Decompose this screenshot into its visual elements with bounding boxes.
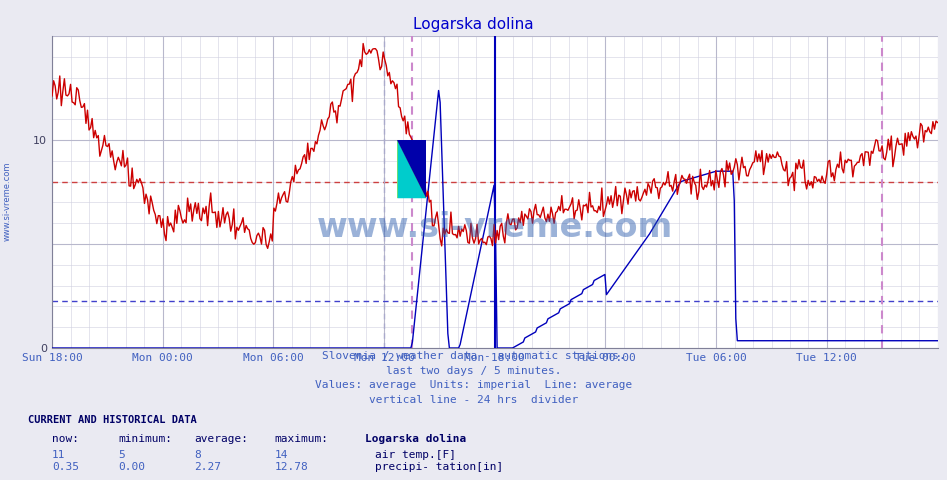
Text: CURRENT AND HISTORICAL DATA: CURRENT AND HISTORICAL DATA xyxy=(28,415,197,425)
Polygon shape xyxy=(398,140,426,198)
Text: Logarska dolina: Logarska dolina xyxy=(413,17,534,32)
Text: 11: 11 xyxy=(52,450,65,460)
Polygon shape xyxy=(398,140,426,198)
Text: 0.00: 0.00 xyxy=(118,462,146,472)
Text: maximum:: maximum: xyxy=(275,434,329,444)
Text: average:: average: xyxy=(194,434,248,444)
Text: minimum:: minimum: xyxy=(118,434,172,444)
Text: 2.27: 2.27 xyxy=(194,462,222,472)
Text: 5: 5 xyxy=(118,450,125,460)
Bar xyxy=(398,140,426,198)
Text: 14: 14 xyxy=(275,450,288,460)
Text: www.si-vreme.com: www.si-vreme.com xyxy=(3,162,12,241)
Text: air temp.[F]: air temp.[F] xyxy=(375,450,456,460)
Text: now:: now: xyxy=(52,434,80,444)
Text: 0.35: 0.35 xyxy=(52,462,80,472)
Text: 8: 8 xyxy=(194,450,201,460)
Text: www.si-vreme.com: www.si-vreme.com xyxy=(316,211,673,244)
Text: precipi- tation[in]: precipi- tation[in] xyxy=(375,462,503,472)
Text: Logarska dolina: Logarska dolina xyxy=(365,434,466,444)
Text: 12.78: 12.78 xyxy=(275,462,309,472)
Text: Slovenia / weather data - automatic stations.
last two days / 5 minutes.
Values:: Slovenia / weather data - automatic stat… xyxy=(314,351,633,405)
